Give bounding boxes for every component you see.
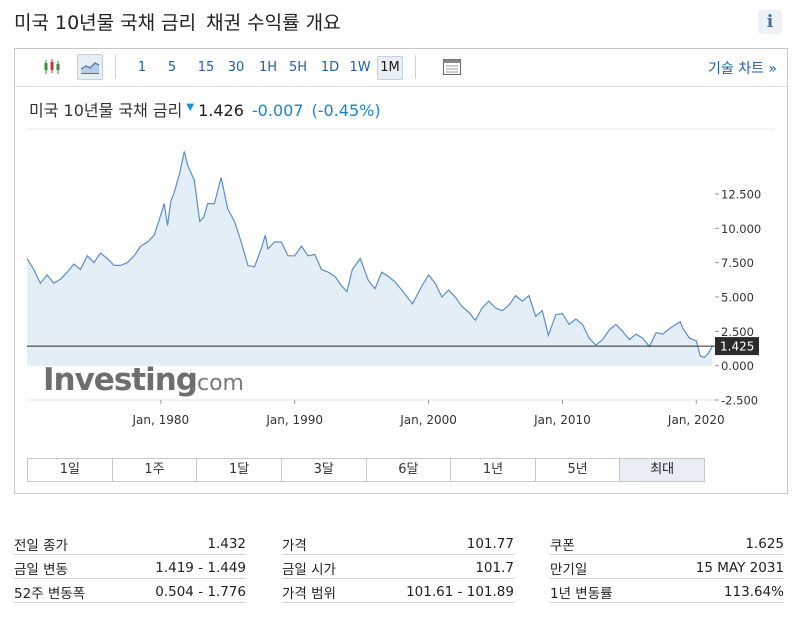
x-tick-label: Jan, 1990 [265, 413, 323, 427]
interval-button-1m[interactable]: 1M [377, 56, 403, 80]
x-tick-label: Jan, 2010 [533, 413, 591, 427]
stat-value: 101.7 [475, 559, 514, 576]
page-subtitle: 채권 수익률 개요 [206, 12, 341, 34]
investing-watermark-suffix: .com [190, 371, 244, 396]
stat-value: 1.432 [207, 535, 246, 552]
x-tick-label: Jan, 1980 [132, 413, 190, 427]
stat-value: 0.504 - 1.776 [155, 583, 246, 600]
page-title-main: 미국 10년물 국채 금리 [14, 12, 197, 34]
x-tick-label: Jan, 2020 [667, 413, 725, 427]
table-icon[interactable] [439, 54, 465, 80]
stat-row: 52주 변동폭 0.504 - 1.776 [14, 579, 246, 603]
stat-label: 만기일 [550, 561, 588, 578]
range-button[interactable]: 1년 [451, 459, 536, 481]
stat-label: 금일 변동 [14, 561, 68, 578]
interval-button-5[interactable]: 5 [167, 60, 177, 75]
stat-row: 가격 101.77 [282, 531, 514, 555]
series-area-fill [27, 151, 713, 366]
stat-value: 1.625 [745, 535, 784, 552]
stat-label: 1년 변동률 [550, 585, 613, 602]
stat-row: 가격 범위 101.61 - 101.89 [282, 579, 514, 603]
range-selector: 1일 1주 1달 3달 6달 1년 5년 최대 [27, 458, 705, 482]
toolbar-divider [115, 55, 116, 79]
y-tick-label: 5.000 [721, 290, 754, 304]
stat-row: 쿠폰 1.625 [550, 531, 784, 555]
y-tick-label: 7.500 [721, 256, 754, 270]
quote-name: 미국 10년물 국채 금리 [29, 101, 183, 120]
stat-label: 가격 범위 [282, 585, 336, 602]
range-button[interactable]: 5년 [535, 459, 621, 481]
candlestick-icon[interactable] [39, 54, 65, 80]
chart-toolbar: 1 5 15 30 1H 5H 1D 1W 1M 기술 차트 » [15, 49, 787, 87]
stat-row: 금일 변동 1.419 - 1.449 [14, 555, 246, 579]
stat-label: 52주 변동폭 [14, 585, 86, 602]
x-tick-label: Jan, 2000 [399, 413, 457, 427]
stat-value: 101.77 [466, 535, 514, 552]
stats-column-1: 전일 종가 1.432 금일 변동 1.419 - 1.449 52주 변동폭 0.504… [14, 531, 246, 611]
quote-line: 미국 10년물 국채 금리 ▼ 1.426 -0.007 (-0.45%) [29, 97, 381, 121]
y-tick-label: 10.000 [721, 222, 761, 236]
stat-label: 전일 종가 [14, 537, 68, 554]
stat-row: 1년 변동률 113.64% [550, 579, 784, 603]
stat-label: 쿠폰 [550, 537, 575, 554]
range-button[interactable]: 1달 [197, 459, 282, 481]
stat-value: 15 MAY 2031 [695, 559, 784, 576]
y-tick-label: 0.000 [721, 359, 754, 373]
down-arrow-icon: ▼ [186, 102, 195, 113]
range-button[interactable]: 1일 [28, 459, 113, 481]
chart-panel: 1 5 15 30 1H 5H 1D 1W 1M 기술 차트 » 미국 10년물 국채 금리 ▼ 1… [14, 48, 788, 494]
stat-row: 전일 종가 1.432 [14, 531, 246, 555]
interval-button-1h[interactable]: 1H [258, 60, 278, 75]
interval-button-15[interactable]: 15 [197, 60, 215, 75]
interval-button-1d[interactable]: 1D [320, 60, 340, 75]
current-price-label: 1.425 [720, 340, 754, 354]
quote-change-percent: (-0.45%) [311, 101, 381, 120]
interval-button-30[interactable]: 30 [227, 60, 245, 75]
page-title: 미국 10년물 국채 금리 채권 수익률 개요 [14, 8, 341, 35]
stats-column-3: 쿠폰 1.625 만기일 15 MAY 2031 1년 변동률 113.64% [550, 531, 784, 611]
stat-label: 가격 [282, 537, 307, 554]
range-button[interactable]: 최대 [620, 459, 704, 481]
stat-label: 금일 시가 [282, 561, 336, 578]
interval-button-5h[interactable]: 5H [288, 60, 308, 75]
range-button[interactable]: 1주 [112, 459, 198, 481]
range-button[interactable]: 6달 [366, 459, 452, 481]
quote-last-price: 1.426 [198, 101, 244, 120]
stat-row: 금일 시가 101.7 [282, 555, 514, 579]
investing-watermark: Investing [43, 362, 197, 398]
interval-button-1w[interactable]: 1W [349, 60, 371, 75]
stats-column-2: 가격 101.77 금일 시가 101.7 가격 범위 101.61 - 101.89 [282, 531, 514, 611]
stat-value: 113.64% [723, 583, 784, 600]
stat-row: 만기일 15 MAY 2031 [550, 555, 784, 579]
tech-chart-link[interactable]: 기술 차트 » [708, 61, 777, 77]
y-tick-label: 12.500 [721, 187, 761, 201]
area-chart-icon[interactable] [77, 54, 103, 80]
y-tick-label: 2.500 [721, 325, 754, 339]
series-line [26, 151, 713, 359]
current-price-tag [715, 337, 759, 356]
range-button[interactable]: 3달 [281, 459, 367, 481]
info-icon[interactable]: i [758, 10, 782, 34]
toolbar-divider [415, 55, 416, 79]
y-tick-label: -2.500 [721, 394, 758, 408]
price-chart[interactable]: Investing.com1.42512.50010.0007.5005.000… [15, 49, 787, 449]
stat-value: 1.419 - 1.449 [155, 559, 246, 576]
interval-button-1[interactable]: 1 [137, 60, 147, 75]
quote-change: -0.007 [251, 101, 304, 120]
stat-value: 101.61 - 101.89 [406, 583, 514, 600]
